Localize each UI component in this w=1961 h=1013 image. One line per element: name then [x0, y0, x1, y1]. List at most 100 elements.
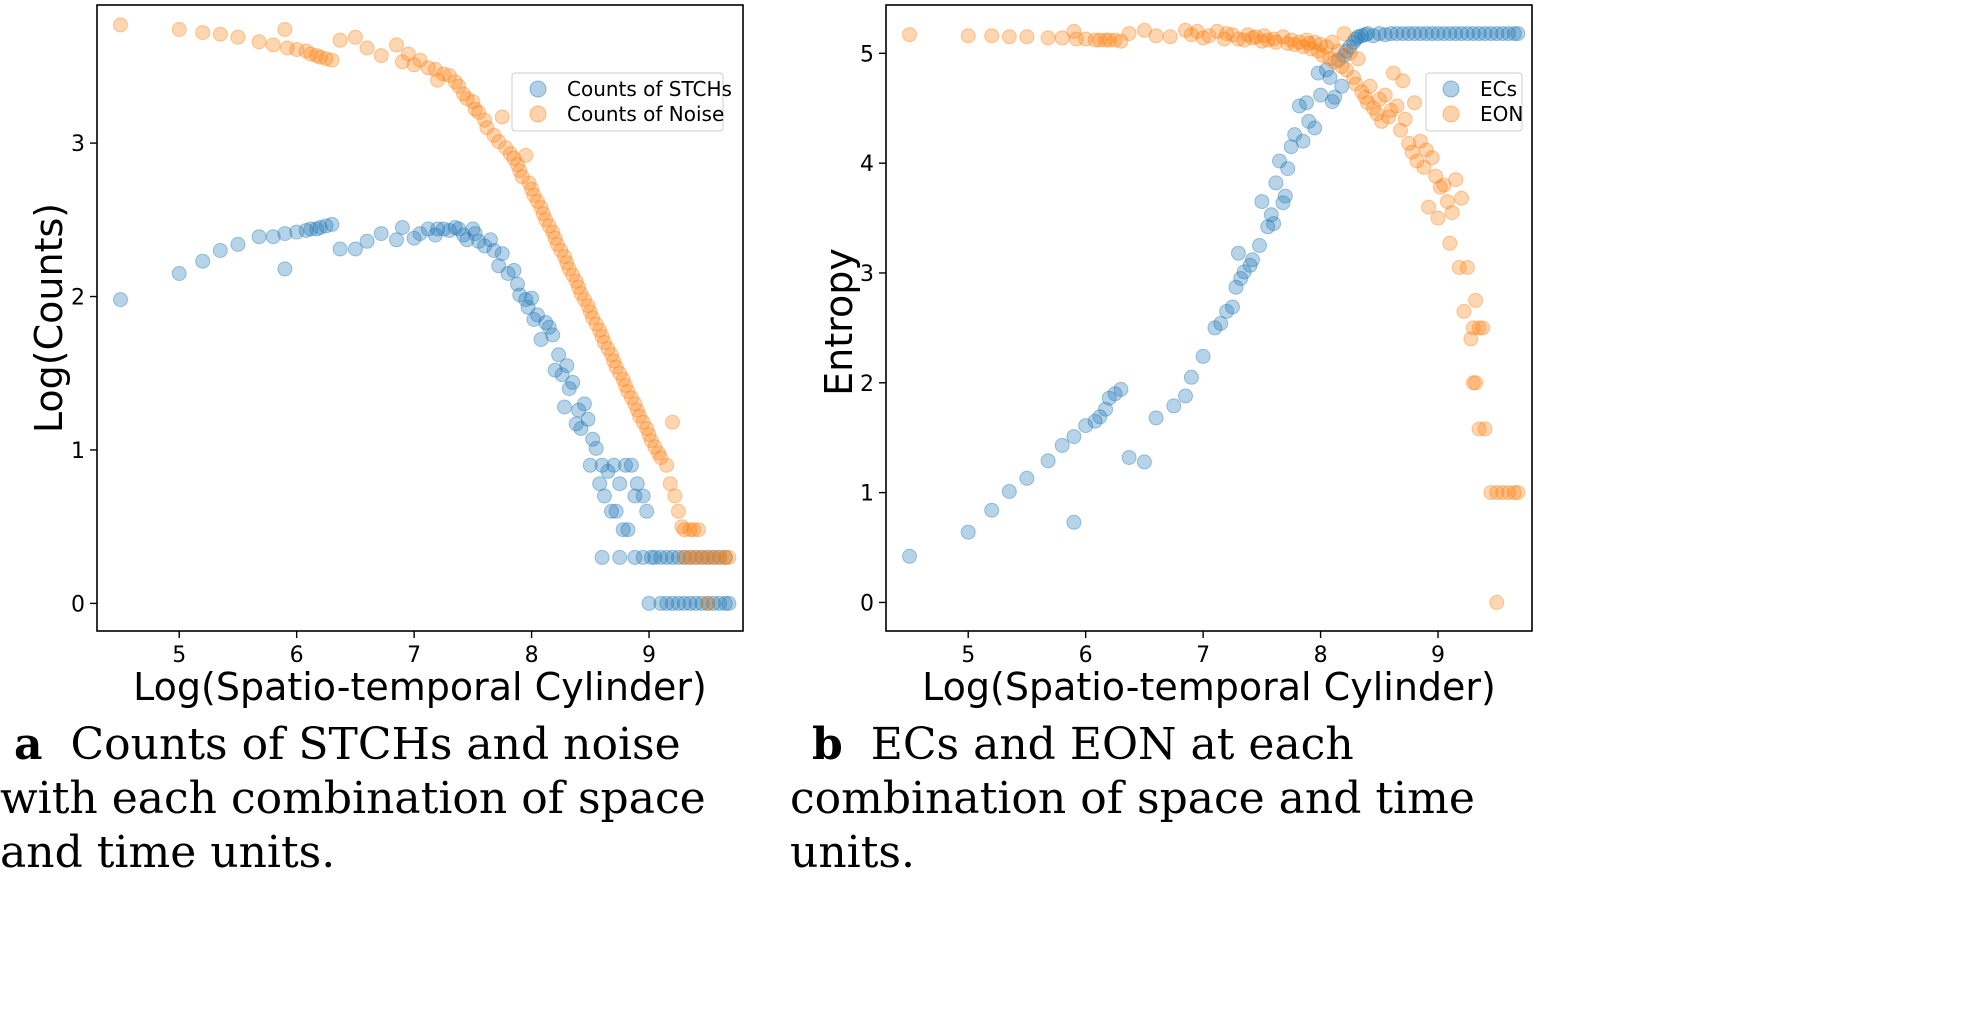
panel-b-series-1-point	[1397, 111, 1413, 127]
panel-a-legend-box	[511, 72, 724, 132]
panel-b-series-1-point	[1432, 179, 1448, 195]
caption-a: a Counts of STCHs and noise with each co…	[0, 718, 780, 880]
panel-b-series-1-point	[1412, 133, 1428, 149]
panel-b-series-1-point	[1256, 28, 1272, 44]
panel-b-series-0-point	[1266, 216, 1282, 232]
panel-b-series-0-point	[984, 502, 1000, 518]
panel-a-ytick-label: 3	[71, 132, 85, 157]
panel-a-series-1-point	[580, 298, 596, 314]
panel-a-series-1-point	[653, 450, 669, 466]
panel-b-xtick-label: 5	[961, 643, 975, 668]
panel-b-series-1-point	[1334, 59, 1350, 74]
panel-a-series-1-point	[620, 384, 636, 400]
panel-a-series-0-point	[486, 243, 502, 258]
panel-a-series-1-point	[629, 402, 645, 418]
panel-a-series-0-point	[477, 238, 493, 254]
panel-b-series-0-point	[1219, 303, 1235, 319]
panel-a-series-1-point	[359, 40, 375, 56]
panel-b-series-0-point	[1350, 29, 1366, 45]
panel-b-series-1-point	[1260, 32, 1276, 48]
panel-b-series-1-point	[1439, 194, 1455, 210]
panel-b-series-0-point	[1148, 410, 1164, 426]
panel-b-ylabel: Entropy	[817, 248, 861, 396]
panel-a-series-1-point	[332, 32, 348, 48]
panel-a-series-1-point	[615, 371, 631, 387]
legend-label-ecs: ECs	[1480, 77, 1517, 101]
panel-b-series-1-point	[1336, 26, 1352, 42]
legend-marker-eon	[1442, 105, 1460, 123]
panel-b-series-1-point	[1319, 39, 1334, 55]
panel-b-series-1-point	[1483, 485, 1499, 501]
panel-b-series-0-point	[1334, 78, 1350, 94]
panel-b-series-0-point	[1371, 26, 1387, 42]
panel-a-series-1-point	[547, 230, 563, 246]
panel-a-series-0-point	[606, 457, 622, 473]
panel-b-series-1-point	[1001, 29, 1017, 45]
panel-a-series-1-point	[686, 522, 702, 538]
panel-a-series-0-point	[571, 402, 587, 418]
panel-a-series-0-point	[541, 319, 557, 335]
panel-a-series-0-point	[580, 411, 596, 427]
panel-b-series-1-point	[1377, 87, 1393, 103]
panel-a-series-1-point	[712, 549, 727, 565]
panel-b-series-0-point	[1291, 98, 1307, 114]
panel-b-series-0-point	[1510, 26, 1526, 42]
panel-b-series-0-point	[960, 524, 976, 540]
panel-b-series-1-point	[1313, 37, 1329, 52]
panel-a-xlabel: Log(Spatio-temporal Cylinder)	[133, 665, 707, 709]
panel-a-series-1-point	[643, 433, 659, 449]
panel-a-series-1-point	[647, 439, 663, 455]
panel-a-ytick-label: 1	[71, 439, 85, 464]
panel-b-series-0-point	[1066, 429, 1082, 445]
panel-b-series-1-point	[1365, 100, 1381, 116]
panel-b-series-1-point	[1409, 153, 1425, 169]
panel-a-series-0-point	[456, 227, 471, 243]
panel-a-series-0-point	[712, 549, 727, 565]
panel-b-chart: 5 6 7 8 9 0 1 2 3 4 5 Log(Spatio-temporal Cylinder…	[817, 4, 1533, 709]
panel-b-series-1-point	[1342, 45, 1358, 61]
panel-a-series-1-point	[526, 187, 542, 203]
panel-b-ticks: 5 6 7 8 9 0 1 2 3 4 5	[860, 42, 1445, 668]
panel-a-series-1-point	[420, 60, 436, 76]
panel-b-ytick-label: 5	[860, 42, 874, 67]
panel-b-series-1-point	[1369, 106, 1385, 122]
panel-b-series-0-point	[1354, 28, 1370, 44]
panel-a-series-1-point	[510, 157, 525, 173]
panel-b-series-1-point	[1424, 150, 1440, 166]
panel-b-series-1-point	[1330, 43, 1346, 59]
panel-b-series-1-point	[1385, 65, 1401, 81]
panel-a-series-1-point	[682, 522, 698, 538]
panel-a-series-1-point	[565, 267, 581, 283]
panel-b-xtick-label: 7	[1196, 643, 1210, 668]
panel-b-series-1-point	[1436, 177, 1452, 193]
panel-a-series-0-point	[568, 416, 584, 432]
panel-b-series-1-point	[1401, 135, 1417, 151]
panel-a-series-1-point	[289, 42, 305, 57]
panel-b-series-1-point	[1381, 109, 1397, 125]
panel-b-series-1-point	[1428, 168, 1444, 184]
panel-b-series-0-point	[1078, 418, 1094, 434]
panel-b-series-0-point	[1295, 133, 1311, 149]
panel-b-series-1-point	[1054, 30, 1070, 46]
panel-a-series-1-point	[541, 218, 557, 234]
panel-a-series-1-point	[670, 503, 686, 519]
panel-b-series-1-point	[1354, 84, 1370, 100]
panel-b-series-0-point	[1395, 26, 1411, 42]
panel-a-series-0-point	[612, 476, 628, 492]
panel-a-series-1-point	[545, 224, 561, 240]
panel-b-series-1-point	[1066, 23, 1082, 39]
panel-b-series-1-point	[1468, 375, 1484, 391]
panel-a-series-1-point	[700, 595, 716, 611]
panel-b-series-0-point	[1287, 127, 1303, 143]
panel-a-series-0-point	[627, 488, 643, 504]
panel-b-series-1-point	[1078, 31, 1094, 47]
panel-b-series-0-point	[1322, 70, 1338, 85]
panel-a-series-1-point	[582, 304, 598, 320]
panel-a-series-0-point	[596, 488, 612, 504]
panel-a-axes-frame	[96, 4, 744, 632]
panel-b-series-1-point	[1418, 142, 1434, 158]
panel-a-series-1-point	[451, 78, 467, 94]
panel-b-series-0-point	[1389, 26, 1405, 42]
panel-b-series-1-point	[1374, 113, 1390, 129]
panel-b-ytick-label: 1	[860, 482, 874, 507]
